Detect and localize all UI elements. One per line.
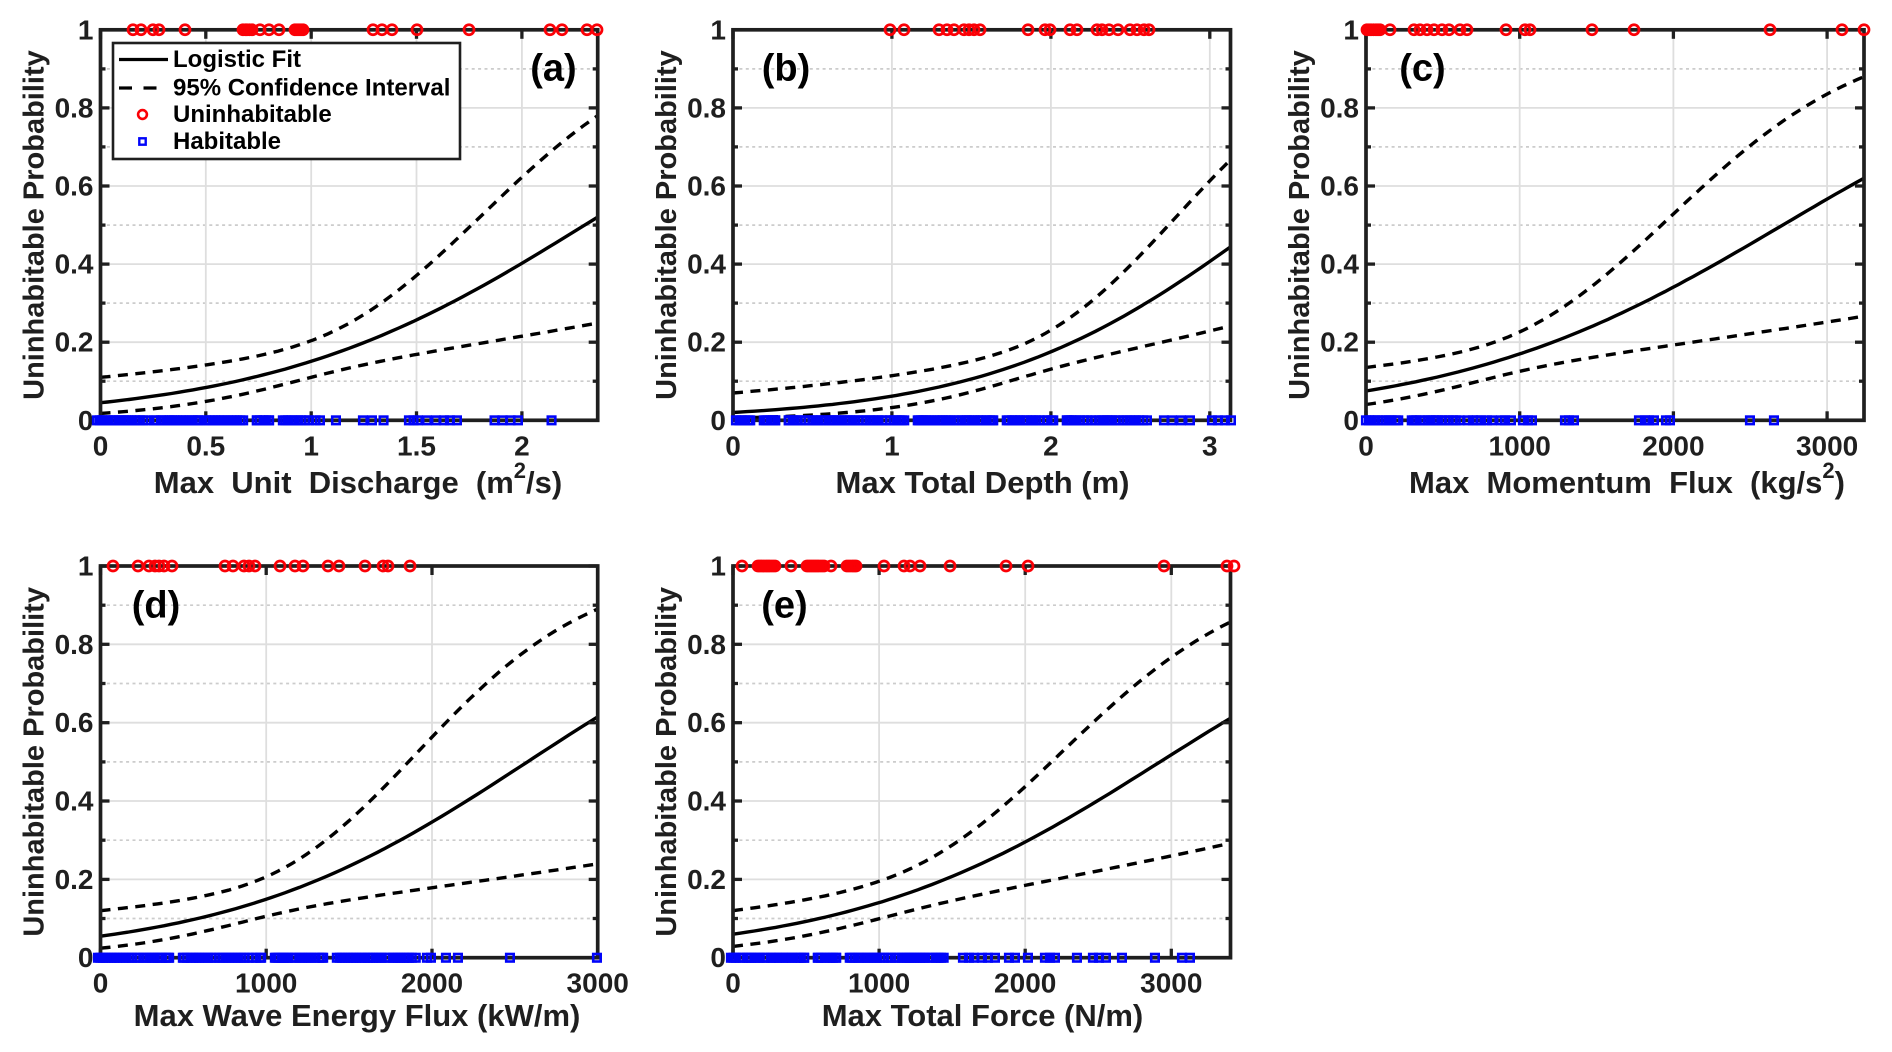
svg-text:0.5: 0.5 [186,430,225,461]
svg-text:1000: 1000 [848,968,910,999]
svg-text:Logistic Fit: Logistic Fit [173,46,301,73]
svg-text:0.6: 0.6 [55,707,94,738]
svg-text:0: 0 [78,942,94,973]
svg-text:0.6: 0.6 [1320,171,1359,202]
svg-text:Uninhabitable Probability: Uninhabitable Probability [19,587,51,937]
svg-text:0: 0 [710,942,726,973]
svg-text:0.2: 0.2 [687,327,726,358]
svg-text:0.2: 0.2 [55,864,94,895]
svg-text:0: 0 [710,405,726,436]
svg-text:3000: 3000 [1796,430,1858,461]
svg-text:3: 3 [1202,430,1218,461]
svg-text:0.4: 0.4 [687,249,726,280]
svg-text:2000: 2000 [401,968,463,999]
svg-text:0.2: 0.2 [55,327,94,358]
svg-text:(e): (e) [761,585,807,627]
svg-text:0: 0 [93,968,109,999]
svg-text:0.8: 0.8 [55,629,94,660]
svg-text:2000: 2000 [1642,430,1704,461]
svg-text:0: 0 [1358,430,1374,461]
svg-text:1: 1 [78,551,94,582]
svg-text:2: 2 [1043,430,1059,461]
svg-text:2: 2 [514,430,530,461]
svg-text:Max Momentum Flux (kg/s2​): Max Momentum Flux (kg/s2​) [1409,458,1845,500]
svg-text:0.6: 0.6 [687,707,726,738]
svg-text:2000: 2000 [994,968,1056,999]
svg-text:(d): (d) [132,585,181,627]
svg-text:0.8: 0.8 [55,92,94,123]
svg-text:Uninhabitable: Uninhabitable [173,101,332,128]
svg-text:0: 0 [93,430,109,461]
svg-text:(a): (a) [530,48,576,90]
svg-text:0.2: 0.2 [687,864,726,895]
svg-text:Uninhabitable Probability: Uninhabitable Probability [651,50,683,400]
svg-text:1000: 1000 [235,968,297,999]
svg-text:0: 0 [78,405,94,436]
svg-text:0.4: 0.4 [55,249,94,280]
svg-text:Max Wave Energy Flux (kW/m): Max Wave Energy Flux (kW/m) [134,998,581,1033]
svg-text:Habitable: Habitable [173,128,281,155]
svg-text:1: 1 [303,430,319,461]
svg-text:Uninhabitable Probability: Uninhabitable Probability [1284,50,1316,400]
svg-text:0.6: 0.6 [687,171,726,202]
svg-text:0.8: 0.8 [687,92,726,123]
svg-text:(c): (c) [1399,48,1445,90]
svg-text:1: 1 [78,14,94,45]
svg-text:1.5: 1.5 [397,430,436,461]
svg-text:0.2: 0.2 [1320,327,1359,358]
svg-text:Uninhabitable Probability: Uninhabitable Probability [19,50,51,400]
svg-text:3000: 3000 [567,968,629,999]
svg-text:Max Total Depth (m): Max Total Depth (m) [836,465,1130,500]
svg-text:1000: 1000 [1489,430,1551,461]
svg-text:0.8: 0.8 [687,629,726,660]
svg-text:3000: 3000 [1140,968,1202,999]
svg-text:0: 0 [725,430,741,461]
svg-text:0.4: 0.4 [55,786,94,817]
svg-text:0: 0 [1343,405,1359,436]
svg-text:0.6: 0.6 [55,171,94,202]
svg-text:95% Confidence Interval: 95% Confidence Interval [173,75,450,102]
svg-text:0: 0 [725,968,741,999]
svg-text:1: 1 [1343,14,1359,45]
svg-text:(b): (b) [762,48,811,90]
svg-text:1: 1 [884,430,900,461]
svg-text:Uninhabitable Probability: Uninhabitable Probability [651,587,683,937]
svg-text:0.4: 0.4 [687,786,726,817]
svg-text:Max Unit Discharge (m2​/s): Max Unit Discharge (m2​/s) [154,458,562,500]
svg-text:Max Total Force (N/m): Max Total Force (N/m) [822,998,1144,1033]
svg-text:1: 1 [710,551,726,582]
svg-text:0.8: 0.8 [1320,92,1359,123]
svg-text:1: 1 [710,14,726,45]
svg-text:0.4: 0.4 [1320,249,1359,280]
